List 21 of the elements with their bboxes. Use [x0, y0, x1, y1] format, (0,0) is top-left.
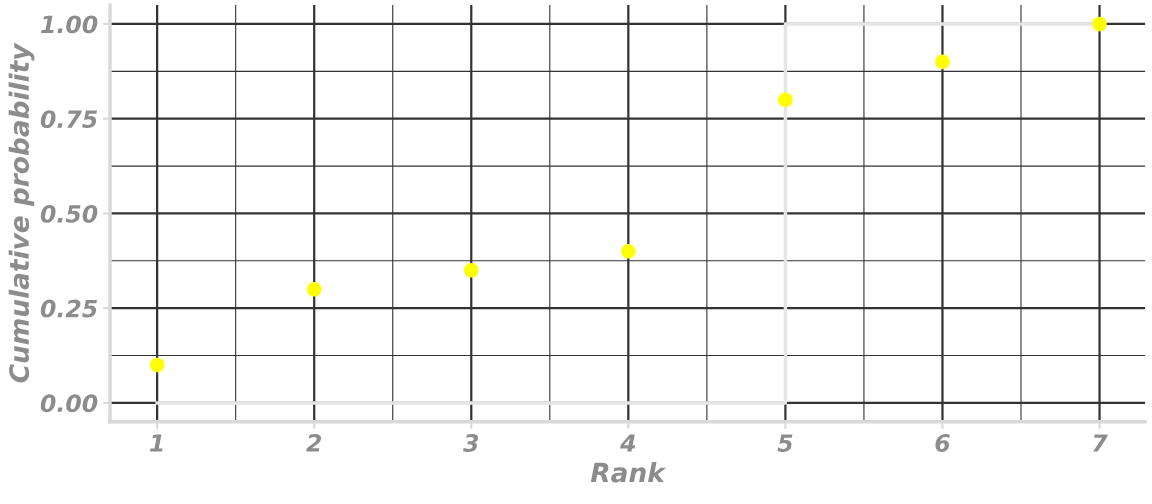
y-tick-label: 0.25 [40, 299, 97, 318]
point [621, 244, 636, 259]
x-tick-label: 5 [777, 434, 793, 452]
x-tick-label: 4 [620, 434, 636, 452]
x-tick-label: 3 [463, 434, 479, 452]
point [935, 54, 950, 70]
x-tick-label: 1 [149, 434, 163, 452]
point [778, 92, 793, 108]
y-tick-label: 1.00 [40, 15, 98, 34]
point [149, 357, 165, 373]
point [1092, 16, 1107, 32]
point [463, 263, 479, 278]
x-axis-title: Rank [590, 462, 667, 483]
y-tick-label: 0.75 [40, 110, 97, 129]
x-tick-label: 6 [935, 434, 950, 452]
point [306, 281, 322, 297]
x-tick-label: 2 [306, 434, 322, 452]
y-tick-label: 0.00 [40, 394, 98, 413]
y-axis-title: Cumulative probability [8, 42, 35, 383]
x-tick-label: 7 [1093, 434, 1108, 452]
y-tick-label: 0.50 [40, 204, 98, 223]
